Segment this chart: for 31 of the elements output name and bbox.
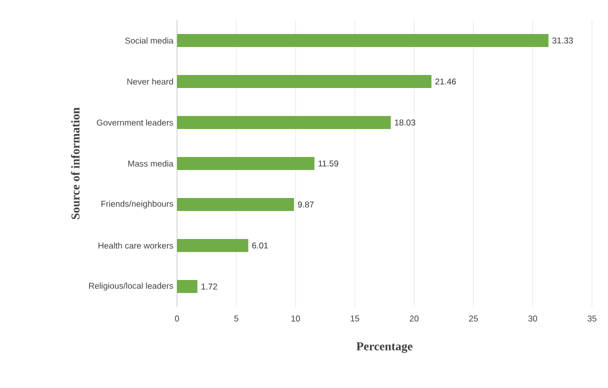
bar bbox=[177, 280, 198, 293]
x-tick-label: 20 bbox=[410, 316, 419, 322]
y-axis-title: Source of information bbox=[70, 107, 80, 220]
y-tick-label: Mass media bbox=[128, 160, 174, 167]
bar bbox=[177, 34, 548, 48]
bar bbox=[177, 75, 432, 88]
data-label: 18.03 bbox=[394, 120, 416, 126]
bar bbox=[177, 198, 294, 211]
data-label: 31.33 bbox=[552, 38, 573, 44]
x-tick-label: 0 bbox=[174, 316, 180, 322]
x-tick-label: 5 bbox=[234, 316, 238, 322]
data-label: 11.59 bbox=[318, 160, 338, 167]
bar bbox=[177, 157, 314, 170]
x-tick-label: 15 bbox=[350, 316, 360, 322]
x-tick-label: 30 bbox=[528, 316, 538, 322]
data-label: 1.72 bbox=[202, 284, 218, 290]
y-tick-label: Government leaders bbox=[96, 119, 174, 126]
bar bbox=[177, 116, 391, 129]
data-label: 9.87 bbox=[298, 201, 314, 208]
x-axis-title: Percentage bbox=[356, 342, 412, 353]
data-label: 21.46 bbox=[435, 78, 456, 85]
y-tick-label: Never heard bbox=[127, 78, 173, 85]
bar bbox=[177, 238, 248, 252]
y-tick-label: Social media bbox=[125, 37, 174, 44]
x-tick-label: 10 bbox=[291, 316, 300, 322]
x-tick-label: 35 bbox=[588, 316, 596, 322]
x-tick-label: 25 bbox=[469, 316, 478, 322]
y-tick-label: Health care workers bbox=[98, 242, 174, 249]
data-label: 6.01 bbox=[252, 242, 268, 248]
y-tick-label: Religious/local leaders bbox=[89, 282, 174, 290]
y-tick-label: Friends/neighbours bbox=[101, 200, 174, 208]
